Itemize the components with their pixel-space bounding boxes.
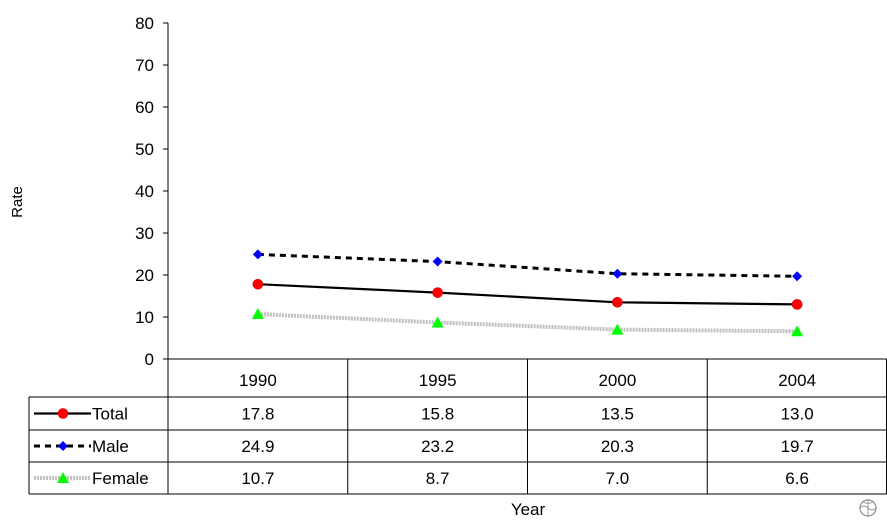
legend-marker-total	[57, 408, 69, 419]
data-label: 19.7	[781, 437, 814, 456]
data-point-male	[612, 268, 623, 279]
data-label: 8.7	[426, 469, 450, 488]
y-tick-label: 0	[145, 350, 154, 369]
y-tick-label: 30	[135, 224, 154, 243]
x-tick-label: 1990	[239, 371, 277, 390]
data-label: 13.5	[601, 405, 634, 424]
series-line-total	[257, 283, 798, 306]
data-label: 17.8	[241, 405, 274, 424]
data-label: 23.2	[421, 437, 454, 456]
data-label: 24.9	[241, 437, 274, 456]
data-point-total	[612, 296, 623, 308]
x-tick-label: 1995	[419, 371, 457, 390]
data-point-female	[431, 316, 444, 328]
y-axis-title: Rate	[9, 186, 26, 218]
data-label: 6.6	[785, 469, 809, 488]
plot-area	[251, 249, 804, 337]
data-point-total	[791, 299, 803, 310]
data-point-male	[252, 249, 263, 260]
data-table: 1990 1995 2000 2004 Total 17.8 15.8 13.5 13.0 Mal…	[28, 358, 887, 495]
data-label: 13.0	[781, 405, 814, 424]
data-label: 20.3	[601, 437, 634, 456]
data-label: 10.7	[241, 469, 274, 488]
y-tick-label: 60	[135, 98, 154, 117]
legend-marker-male	[58, 441, 68, 451]
y-axis: 0 10 20 30 40 50 60 70 80	[135, 14, 169, 369]
data-point-total	[252, 278, 264, 290]
y-tick-label: 80	[135, 14, 154, 33]
data-point-male	[432, 256, 443, 267]
data-label: 7.0	[606, 469, 630, 488]
y-tick-label: 10	[135, 308, 154, 327]
x-tick-label: 2000	[598, 371, 636, 390]
data-point-female	[791, 325, 804, 337]
legend-label: Male	[92, 437, 129, 456]
series-line-male	[257, 252, 798, 278]
logo-icon	[859, 499, 877, 517]
legend-label: Total	[92, 405, 128, 424]
legend-label: Female	[92, 469, 149, 488]
series-line-female	[257, 312, 798, 334]
y-tick-label: 70	[135, 56, 154, 75]
x-axis-title: Year	[511, 500, 546, 519]
data-point-female	[611, 323, 624, 335]
y-tick-label: 20	[135, 266, 154, 285]
legend-marker-female	[57, 472, 69, 483]
y-tick-label: 40	[135, 182, 154, 201]
data-label: 15.8	[421, 405, 454, 424]
x-tick-label: 2004	[778, 371, 816, 390]
y-tick-label: 50	[135, 140, 154, 159]
data-point-female	[251, 308, 264, 320]
data-point-male	[792, 271, 803, 282]
data-point-total	[432, 287, 443, 298]
